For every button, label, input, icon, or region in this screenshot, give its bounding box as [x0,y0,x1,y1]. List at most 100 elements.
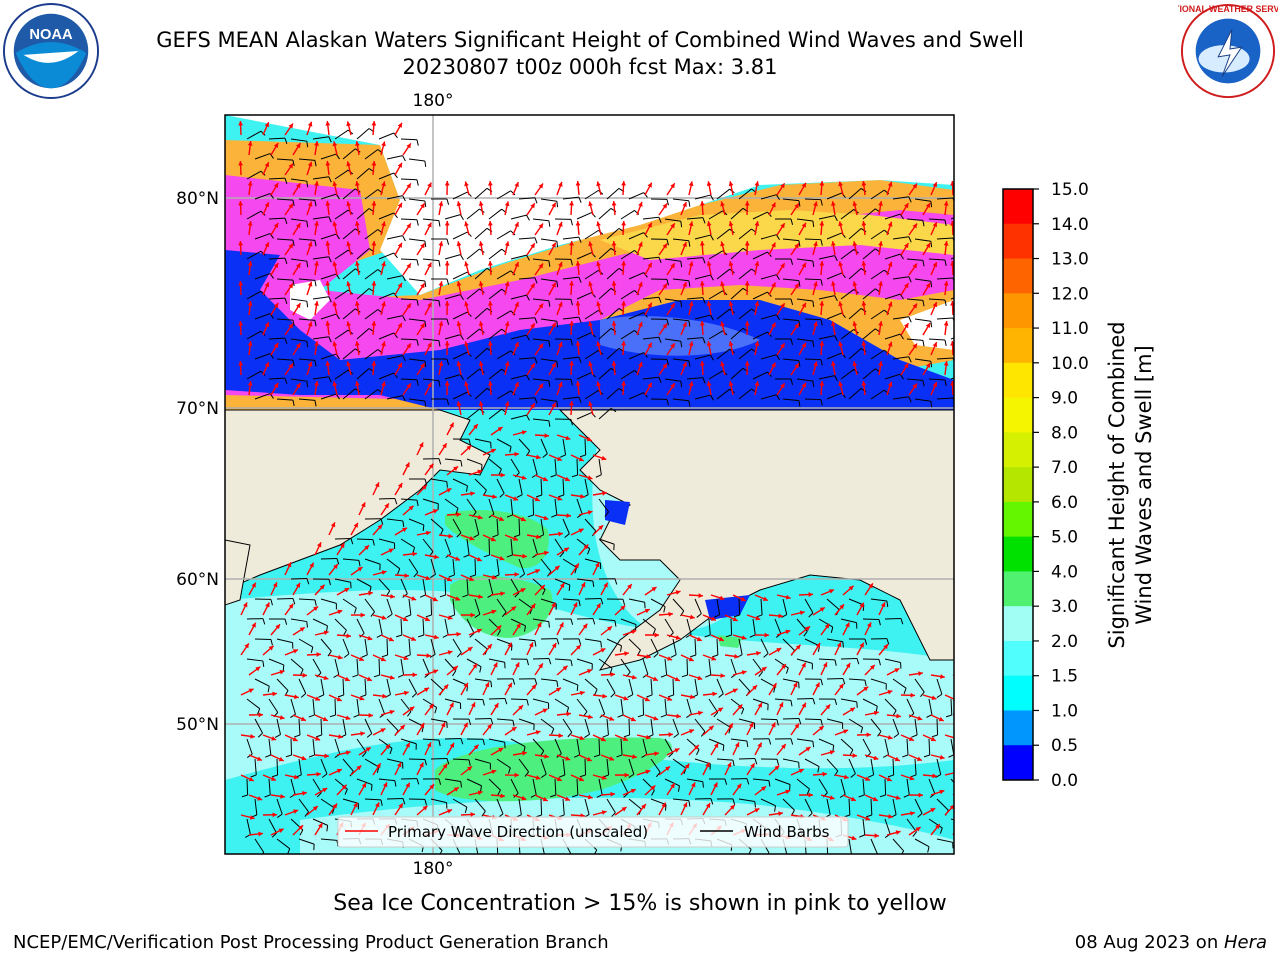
wave-direction-arrow [644,182,653,196]
wave-direction-arrow [464,181,470,196]
wave-direction-arrow [812,281,818,296]
wind-barb [540,638,560,645]
wind-barb [444,294,464,300]
wave-direction-arrow [358,544,370,556]
wave-direction-arrow [943,361,949,376]
wave-direction-arrow [578,669,593,676]
wind-barb [562,316,582,323]
wind-barb [532,218,551,227]
wave-direction-arrow [490,591,505,597]
wave-direction-arrow [570,454,585,462]
wave-direction-arrow [416,614,431,622]
wind-barb [422,298,441,307]
wave-direction-arrow [292,824,304,836]
wind-barb [473,518,480,538]
wave-direction-arrow [490,793,506,799]
wave-direction-arrow [908,183,918,196]
wave-direction-arrow [930,754,945,760]
wind-barb [488,658,506,669]
wave-direction-arrow [416,653,432,658]
wind-barb [250,758,257,778]
wave-direction-arrow [702,691,717,697]
wave-direction-arrow [952,714,954,717]
wave-direction-arrow [238,200,244,216]
wave-direction-arrow [776,382,786,396]
wave-direction-arrow [424,594,438,602]
wave-direction-arrow [346,321,352,336]
wave-direction-arrow [702,762,710,776]
wind-barb [914,798,923,818]
wave-direction-arrow [262,241,270,256]
wave-direction-arrow [744,320,750,336]
wind-barb [616,738,623,758]
colorbar-swatch [1003,397,1033,433]
wave-direction-arrow [504,772,520,778]
wave-direction-arrow [270,669,285,676]
wave-direction-arrow [658,283,668,296]
colorbar-swatch [1003,189,1033,225]
wind-barb [620,250,640,260]
wave-direction-arrow [592,454,607,461]
wave-direction-arrow [314,822,323,836]
wave-direction-arrow [284,363,294,376]
wave-direction-arrow [798,262,807,276]
wave-direction-arrow [878,689,893,696]
wind-barb [914,678,925,698]
wave-direction-arrow [380,709,395,716]
wave-direction-arrow [754,632,770,638]
wind-barb [562,196,582,203]
wind-barb [782,398,801,407]
colorbar-tick-label: 11.0 [1051,319,1089,339]
wave-direction-arrow [644,342,653,356]
wave-direction-arrow [262,161,270,176]
wind-barb [540,758,547,778]
wave-direction-arrow [614,772,630,778]
colorbar-tick-label: 15.0 [1051,180,1089,200]
wave-direction-arrow [380,743,391,756]
wave-direction-arrow [534,433,550,438]
wave-direction-arrow [790,723,800,736]
wave-direction-arrow [238,240,244,256]
wind-barb [848,718,864,734]
wave-direction-arrow [666,222,676,236]
wind-barb [510,214,530,221]
wave-direction-arrow [838,221,844,236]
wind-barb [254,638,273,646]
wind-barb [422,458,442,465]
wind-barb [329,698,337,718]
wave-direction-arrow [596,181,602,196]
wind-barb [571,778,579,798]
colorbar-frame [1002,188,1034,781]
wave-direction-arrow [468,469,483,476]
wind-barb [518,357,538,364]
wave-direction-arrow [402,383,412,396]
wind-barb [959,311,977,319]
wave-direction-arrow [658,203,668,216]
wave-direction-arrow [270,222,279,236]
colorbar-swatch [1003,223,1033,260]
wind-barb [562,236,582,243]
wind-barb [386,275,406,282]
wind-barb [606,798,616,818]
wave-direction-arrow [490,747,504,756]
wind-barb [408,678,417,698]
wind-barb [430,558,436,578]
wave-direction-arrow [864,754,879,761]
wind-barb [818,255,838,262]
wind-barb [532,338,551,347]
wave-direction-arrow [878,241,883,256]
wave-direction-arrow [636,734,651,740]
wave-direction-arrow [446,512,462,517]
wind-barb [870,718,882,737]
wave-direction-arrow [878,643,889,656]
wave-direction-arrow [720,361,726,376]
wind-barb [906,818,917,837]
wave-direction-arrow [416,322,426,336]
wind-barb [642,336,662,343]
wave-direction-arrow [534,622,542,636]
wind-barb [386,598,393,618]
wave-direction-arrow [247,261,253,276]
wave-direction-arrow [394,573,410,578]
wave-direction-arrow [372,614,387,620]
wave-direction-arrow [776,222,786,236]
